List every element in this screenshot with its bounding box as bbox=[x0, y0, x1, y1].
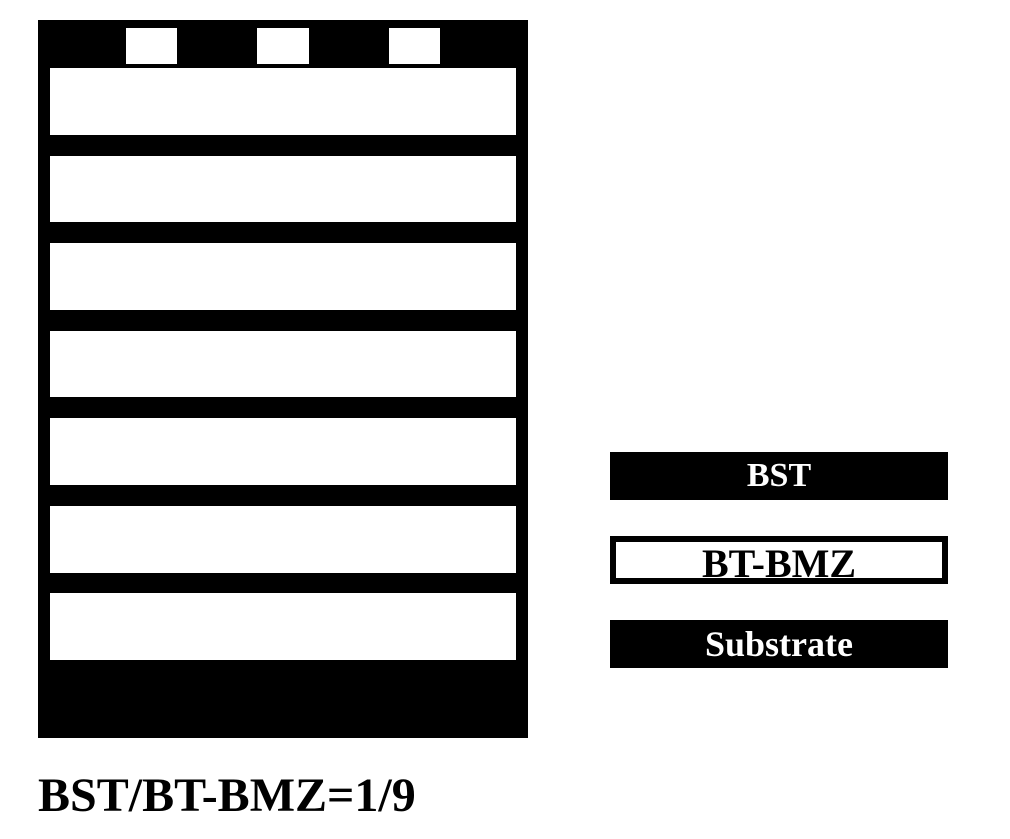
legend-label-btbmz: BT-BMZ bbox=[616, 544, 942, 584]
top-electrode bbox=[46, 28, 126, 64]
legend-label-substrate: Substrate bbox=[610, 626, 948, 662]
layer-substrate bbox=[46, 664, 520, 730]
diagram-canvas: BST BT-BMZ Substrate BST/BT-BMZ=1/9 bbox=[0, 0, 1010, 839]
top-electrode-row bbox=[46, 28, 520, 64]
layer-bst bbox=[46, 139, 520, 152]
legend-label-bst: BST bbox=[610, 459, 948, 493]
layer-btbmz bbox=[46, 327, 520, 402]
layer-btbmz bbox=[46, 589, 520, 664]
top-electrode bbox=[177, 28, 257, 64]
top-electrode bbox=[309, 28, 389, 64]
layer-bst bbox=[46, 314, 520, 327]
layer-bst bbox=[46, 401, 520, 414]
layer-btbmz bbox=[46, 414, 520, 489]
layer-btbmz bbox=[46, 152, 520, 227]
stack-layers bbox=[46, 64, 520, 730]
caption-label: BST/BT-BMZ=1/9 bbox=[38, 772, 416, 820]
layer-bst bbox=[46, 577, 520, 590]
legend-swatch-bst: BST bbox=[610, 452, 948, 500]
layer-bst bbox=[46, 489, 520, 502]
layer-bst bbox=[46, 226, 520, 239]
layer-btbmz bbox=[46, 502, 520, 577]
top-electrode bbox=[440, 28, 520, 64]
legend-swatch-substrate: Substrate bbox=[610, 620, 948, 668]
legend-swatch-btbmz: BT-BMZ bbox=[610, 536, 948, 584]
layer-btbmz bbox=[46, 239, 520, 314]
layer-btbmz bbox=[46, 64, 520, 139]
